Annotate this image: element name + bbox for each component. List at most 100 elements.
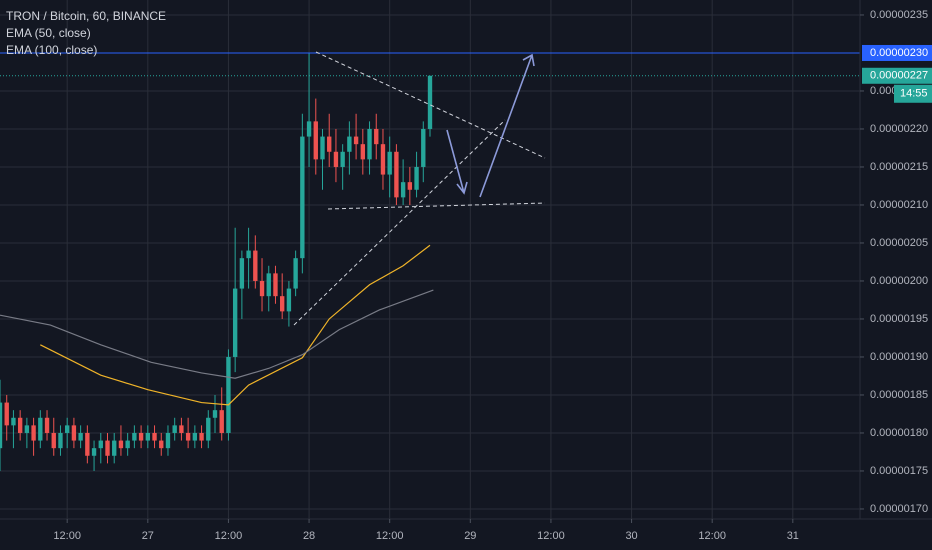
candle-body [132,432,137,441]
legend-entry: EMA (50, close) [6,26,91,40]
candle-body [206,417,211,441]
candle-body [414,166,419,190]
x-tick-label: 31 [787,530,799,542]
candle-body [152,432,157,441]
y-tick-label: 0.00000180 [870,427,928,439]
y-tick-label: 0.00000190 [870,351,928,363]
candle-body [44,417,50,433]
y-tick-label: 0.00000195 [870,313,928,325]
price-label-box [862,44,932,61]
candle-body [17,417,23,433]
candle-body [340,151,345,167]
chart-title: TRON / Bitcoin, 60, BINANCE [6,9,166,23]
y-tick-label: 0.00000170 [870,503,928,515]
drawings [293,51,546,326]
candle-body [253,250,258,281]
candle-body [4,402,9,426]
candle-body [320,136,325,160]
candle-body [347,136,352,152]
x-tick-label: 12:00 [376,530,404,542]
x-tick-label: 27 [142,530,154,542]
x-tick-label: 30 [625,530,637,542]
axes: 0.000002350.000002250.000002200.00000215… [53,9,932,542]
candle-body [105,440,110,456]
x-tick-label: 28 [303,530,315,542]
countdown-label: 14:55 [900,88,928,100]
candle-body [51,432,56,449]
candle-body [85,432,90,456]
arrow [479,53,535,198]
candle-body [400,182,406,198]
candle-body [118,440,124,449]
candle-body [360,144,365,160]
arrow [446,129,468,195]
candle-body [273,273,278,297]
arrows [446,53,535,198]
candle-body [427,75,433,129]
candle-body [125,440,130,449]
candle-body [232,288,238,357]
y-tick-label: 0.00000220 [870,123,928,135]
candle-body [38,417,43,441]
candle-body [165,432,171,449]
trend-line [293,119,506,326]
price-label: 0.00000230 [870,47,928,59]
candle-body [219,410,224,433]
candle-body [266,273,271,297]
y-tick-label: 0.00000235 [870,9,928,21]
candle-body [353,136,359,145]
candle-body [367,128,372,160]
candle-body [286,288,292,312]
candle-body [306,121,312,137]
candle-body [112,440,117,456]
candle-body [78,432,83,441]
x-tick-label: 29 [464,530,476,542]
candle-body [58,432,63,449]
candle-body [421,128,426,167]
candle-body [293,258,298,289]
y-tick-label: 0.00000215 [870,161,928,173]
candle-body [374,128,379,145]
candle-body [159,440,164,449]
y-tick-label: 0.00000185 [870,389,928,401]
x-tick-label: 12:00 [537,530,565,542]
y-tick-label: 0.00000175 [870,465,928,477]
candle-body [246,250,251,259]
candle-body [327,136,332,152]
candle-body [239,258,245,289]
candle-body [226,356,231,433]
candle-body [199,432,204,441]
candle-body [71,425,77,441]
candle-body [280,296,285,312]
candle-body [212,410,218,418]
candle-body [172,425,177,433]
candle-body [407,182,413,190]
candle-body [192,432,198,441]
candle-body [387,151,392,175]
candle-body [138,432,144,441]
trend-line [315,51,546,159]
x-tick-label: 12:00 [215,530,243,542]
x-tick-label: 12:00 [53,530,81,542]
candle-body [394,151,399,198]
candle-body [380,144,386,175]
trend-line [327,202,546,210]
x-tick-label: 12:00 [698,530,726,542]
price-label: 0.00000227 [870,70,928,82]
candle-body [185,432,191,441]
candle-body [98,440,103,449]
candle-body [145,432,150,441]
y-tick-label: 0.00000200 [870,275,928,287]
candle-body [91,448,97,456]
price-label-box [862,67,932,84]
y-tick-label: 0.00000210 [870,199,928,211]
ema-line [40,244,431,406]
candle-body [11,417,16,426]
plot [0,52,860,471]
candle-body [300,136,305,259]
candle-body [259,280,265,297]
candle-body [0,402,3,449]
